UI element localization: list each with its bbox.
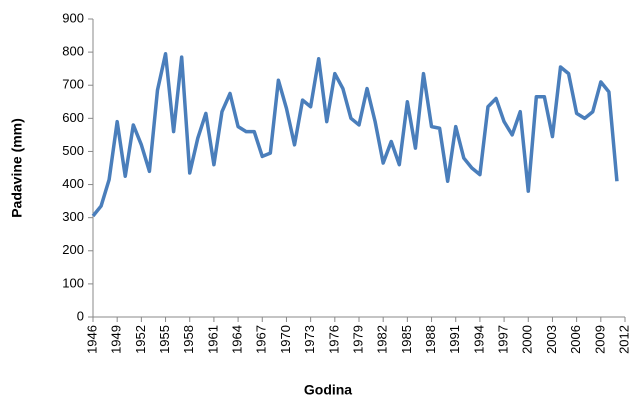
x-tick-label: 1952 <box>133 325 148 354</box>
y-tick-label: 400 <box>62 176 84 191</box>
y-tick-label: 800 <box>62 44 84 59</box>
x-tick-label: 1970 <box>278 325 293 354</box>
x-tick-label: 1994 <box>471 325 486 354</box>
x-tick-label: 2009 <box>592 325 607 354</box>
y-tick-label: 200 <box>62 242 84 257</box>
x-axis-title: Godina <box>304 382 352 398</box>
x-tick-label: 1964 <box>230 325 245 354</box>
x-tick-label: 2006 <box>568 325 583 354</box>
x-tick-label: 1979 <box>350 325 365 354</box>
y-tick-label: 500 <box>62 143 84 158</box>
x-tick-label: 1985 <box>399 325 414 354</box>
y-tick-label: 600 <box>62 110 84 125</box>
x-tick-label: 1955 <box>157 325 172 354</box>
x-tick-label: 1946 <box>84 325 99 354</box>
x-tick-label: 1976 <box>326 325 341 354</box>
x-tick-label: 1973 <box>302 325 317 354</box>
x-tick-label: 1988 <box>423 325 438 354</box>
x-tick-label: 1967 <box>254 325 269 354</box>
x-tick-label: 1961 <box>205 325 220 354</box>
x-tick-label: 2003 <box>544 325 559 354</box>
data-line <box>91 52 619 218</box>
x-tick-label: 2000 <box>520 325 535 354</box>
x-tick-label: 1949 <box>109 325 124 354</box>
y-tick-label: 300 <box>62 209 84 224</box>
x-tick-label: 1991 <box>447 325 462 354</box>
y-axis-title: Padavine (mm) <box>9 118 25 218</box>
x-tick-label: 2012 <box>616 325 630 354</box>
y-tick-label: 700 <box>62 77 84 92</box>
x-tick-label: 1958 <box>181 325 196 354</box>
y-tick-label: 0 <box>77 308 84 323</box>
y-tick-label: 900 <box>62 10 84 25</box>
x-tick-label: 1997 <box>496 325 511 354</box>
x-tick-label: 1982 <box>375 325 390 354</box>
y-tick-label: 100 <box>62 275 84 290</box>
